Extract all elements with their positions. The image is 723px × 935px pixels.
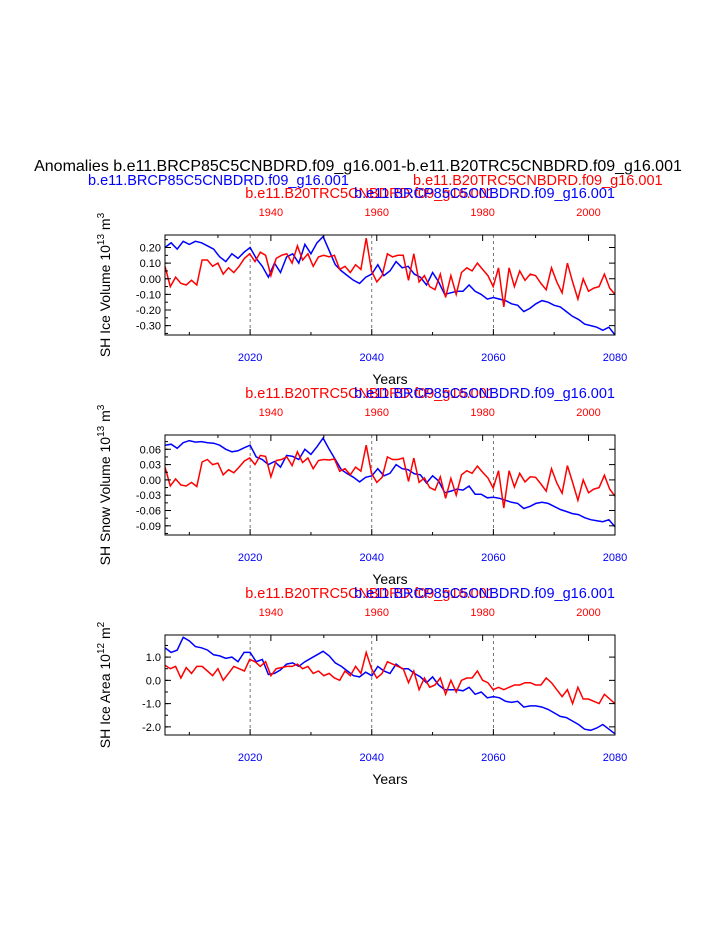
y-axis-label: SH Snow Volume 1013 m3 [96,404,113,565]
x-bottom-tick-label: 2060 [481,752,505,764]
y-tick-label: 0.03 [140,460,161,472]
x-axis-label: Years [372,371,407,387]
y-tick-label: -0.30 [136,321,161,333]
x-bottom-tick-label: 2060 [481,352,505,364]
legend-red-label: b.e11.B20TRC5CNBDRD.f09_g16.001 [413,173,663,189]
y-tick-label: -0.10 [136,289,161,301]
y-axis-label: SH Ice Area 1012 m2 [96,621,113,748]
x-top-tick-label: 1940 [259,207,283,219]
series-line-blue [165,235,615,335]
y-tick-label: 0.00 [140,475,161,487]
plot-frame [164,234,616,336]
x-bottom-tick-label: 2020 [238,752,262,764]
x-bottom-tick-label: 2020 [238,352,262,364]
x-bottom-tick-label: 2080 [603,752,627,764]
y-axis-label-unit: m [97,218,113,234]
series-line-blue [165,636,615,735]
x-top-tick-label: 1940 [259,407,283,419]
plot-frame [164,434,616,536]
y-axis-label-unit-exponent: 2 [96,621,107,627]
x-top-tick-label: 2000 [576,607,600,619]
panel-title-red: b.e11.B20TRC5CNBDRD.f09_g16.001 [245,586,495,602]
legend-blue-label: b.e11.BRCP85C5CNBDRD.f09_g16.001 [88,173,349,189]
y-axis-label-unit-exponent: 3 [96,404,107,410]
plot-frame [164,634,616,736]
y-tick-label: -0.06 [136,506,161,518]
y-axis-label: SH Ice Volume 1013 m3 [96,212,113,357]
y-axis-label-unit: m [97,627,113,643]
y-tick-label: 0.00 [140,274,161,286]
series-line-blue [165,436,615,528]
x-bottom-tick-label: 2040 [360,352,384,364]
y-tick-label: 0.10 [140,258,161,270]
y-tick-label: -1.0 [142,699,161,711]
panel-title-red: b.e11.B20TRC5CNBDRD.f09_g16.001 [245,186,495,202]
y-axis-label-exponent: 13 [96,234,107,246]
x-bottom-tick-label: 2040 [360,552,384,564]
x-axis-label: Years [372,571,407,587]
panel-title-blue: b.e11.BRCP85C5CNBDRD.f09_g16.001 [354,386,615,402]
x-top-tick-label: 2000 [576,207,600,219]
chart-panel-1: b.e11.B20TRC5CNBDRD.f09_g16.001b.e11.BRC… [96,186,627,387]
x-bottom-tick-label: 2040 [360,752,384,764]
x-top-tick-label: 1980 [470,207,494,219]
y-axis-label-exponent: 12 [96,642,107,654]
y-axis-label-unit: m [97,410,113,426]
x-bottom-tick-label: 2080 [603,552,627,564]
panel-title-red: b.e11.B20TRC5CNBDRD.f09_g16.001 [245,386,495,402]
series-line-red [165,649,615,706]
y-tick-label: 0.06 [140,444,161,456]
x-top-tick-label: 2000 [576,407,600,419]
x-bottom-tick-label: 2080 [603,352,627,364]
main-title: Anomalies b.e11.BRCP85C5CNBDRD.f09_g16.0… [34,158,682,175]
chart-panel-3: b.e11.B20TRC5CNBDRD.f09_g16.001b.e11.BRC… [96,586,627,787]
y-axis-label-text: SH Ice Volume 10 [97,245,113,357]
x-top-tick-label: 1960 [365,207,389,219]
x-bottom-tick-label: 2020 [238,552,262,564]
y-axis-label-unit-exponent: 3 [96,212,107,218]
series-line-red [165,237,615,308]
y-tick-label: -0.03 [136,490,161,502]
y-tick-label: 1.0 [146,652,161,664]
y-axis-label-text: SH Ice Area 10 [97,654,113,748]
x-top-tick-label: 1980 [470,607,494,619]
y-axis-label-exponent: 13 [96,425,107,437]
y-tick-label: -0.09 [136,521,161,533]
y-tick-label: -2.0 [142,722,161,734]
x-axis-label: Years [372,771,407,787]
series-line-red [165,445,615,509]
y-tick-label: -0.20 [136,305,161,317]
y-tick-label: 0.20 [140,243,161,255]
panel-title-blue: b.e11.BRCP85C5CNBDRD.f09_g16.001 [354,186,615,202]
panel-title-blue: b.e11.BRCP85C5CNBDRD.f09_g16.001 [354,586,615,602]
x-bottom-tick-label: 2060 [481,552,505,564]
y-tick-label: 0.0 [146,675,161,687]
chart-panel-2: b.e11.B20TRC5CNBDRD.f09_g16.001b.e11.BRC… [96,386,627,587]
x-top-tick-label: 1960 [365,607,389,619]
y-axis-label-text: SH Snow Volume 10 [97,437,113,566]
x-top-tick-label: 1940 [259,607,283,619]
x-top-tick-label: 1980 [470,407,494,419]
x-top-tick-label: 1960 [365,407,389,419]
